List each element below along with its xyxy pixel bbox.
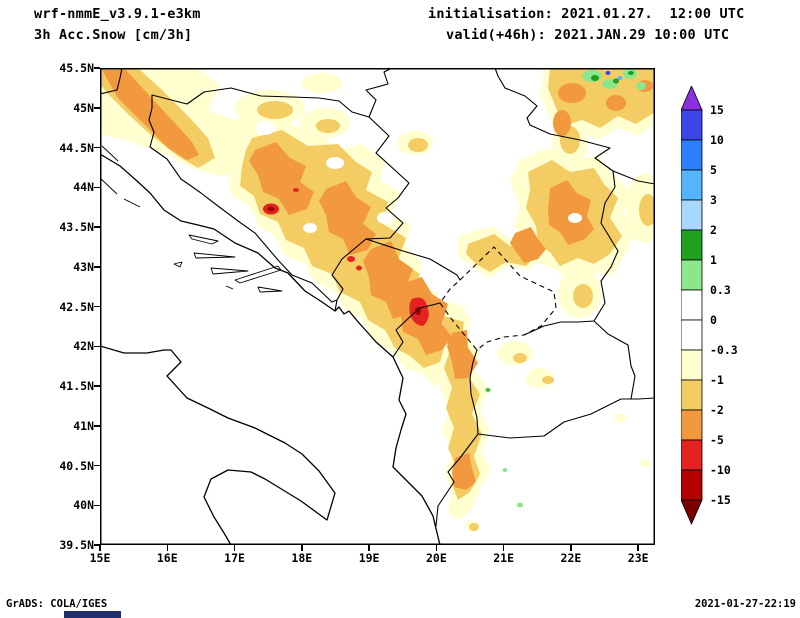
colorbar-label: -10 [710,463,731,477]
colorbar-segment [680,379,703,411]
colorbar-segment [680,169,703,201]
colorbar-label: -5 [710,433,724,447]
lon-tick [166,545,169,551]
lat-tick-label: 40.5N [59,458,94,473]
grads-credit: GrADS: COLA/IGES [6,598,108,610]
colorbar-segment [680,409,703,441]
lat-tick [94,504,100,506]
lat-tick-label: 41N [73,418,94,433]
lon-tick [368,545,370,551]
lat-tick-label: 41.5N [59,379,94,393]
lon-tick-label: 20E [425,551,447,565]
colorbar-segment [680,469,703,501]
colorbar-segment [680,289,703,321]
kosovo-dashed-border [439,246,557,351]
lon-tick-label: 17E [224,551,245,565]
colorbar-label: -0.3 [710,343,738,357]
colorbar-segment [680,349,703,381]
lat-tick [94,544,100,546]
lon-tick [502,545,505,551]
lat-tick [94,305,100,308]
variable-title: 3h Acc.Snow [cm/3h] [34,27,193,43]
lon-tick [637,545,639,551]
colorbar-segment [680,319,703,351]
lat-tick-label: 45.5N [59,61,94,75]
lon-tick [99,545,101,551]
colorbar-label: 10 [710,133,724,147]
colorbar-segment [680,139,703,171]
country-borders [99,67,656,527]
lat-tick [94,186,100,188]
lat-tick [94,345,100,347]
lat-tick-label: 39.5N [59,538,94,552]
lat-tick [94,146,100,149]
lon-tick-label: 18E [291,551,313,565]
lat-tick [94,266,100,268]
lat-tick-label: 43.5N [59,220,94,234]
model-title: wrf-nmmE_v3.9.1-e3km [34,6,201,22]
colorbar-segment [680,199,703,231]
map-plot-area [99,67,665,546]
colorbar-label: 2 [710,223,717,237]
colorbar-label: -1 [710,373,724,387]
lon-tick-label: 22E [560,551,582,565]
lon-tick [301,545,303,551]
lat-tick-label: 40N [73,498,94,513]
lat-tick-label: 42N [73,339,94,354]
lon-tick-label: 21E [493,551,515,565]
coastline [99,153,441,546]
colorbar-label: -2 [710,403,724,417]
lon-tick [233,545,236,551]
lat-tick [94,107,100,109]
lat-tick [94,226,100,228]
lon-tick-label: 16E [156,551,178,565]
lat-tick-label: 42.5N [59,299,94,314]
valid-time-label: valid(+46h): 2021.JAN.29 10:00 UTC [446,27,730,43]
colorbar-svg: 15 10 5 3 2 1 0.3 0 -0.3 -1 -2 -5 -10 -15 [680,85,738,525]
colorbar-label: 5 [710,163,717,177]
init-time-label: initialisation: 2021.01.27. 12:00 UTC [428,6,745,22]
colorbar-label: 15 [710,103,724,117]
colorbar-segment [680,109,703,141]
colorbar-arrow-top [680,85,703,111]
colorbar-segment [680,259,703,291]
colorbar-segment [680,229,703,261]
lon-tick [435,545,438,551]
lat-tick [94,464,100,467]
colorbar-label: -15 [710,493,731,507]
lon-tick-label: 15E [89,551,111,565]
lon-tick-label: 19E [358,551,380,565]
lat-tick [94,425,100,427]
colorbar-arrow-bottom [680,499,703,525]
lat-tick-label: 43N [73,259,94,274]
taskbar-fragment [64,611,121,618]
colorbar-label: 1 [710,253,717,267]
lat-tick-label: 44N [73,180,94,195]
colorbar-label: 0 [710,313,717,327]
lat-tick-label: 45N [73,100,94,115]
lat-tick-label: 44.5N [59,140,94,155]
creation-timestamp: 2021-01-27-22:19 [694,598,796,610]
colorbar-label: 0.3 [710,283,731,297]
lat-tick [94,385,100,387]
snow-shading-green [485,69,646,508]
colorbar-label: 3 [710,193,717,207]
lon-tick [570,545,572,551]
shading-white-gaps [255,121,582,253]
lon-tick-label: 23E [627,551,649,565]
colorbar: 15 10 5 3 2 1 0.3 0 -0.3 -1 -2 -5 -10 -15 [680,85,761,530]
lat-tick [94,67,100,69]
colorbar-segment [680,439,703,471]
map-frame [100,68,655,545]
map-canvas [99,67,665,546]
